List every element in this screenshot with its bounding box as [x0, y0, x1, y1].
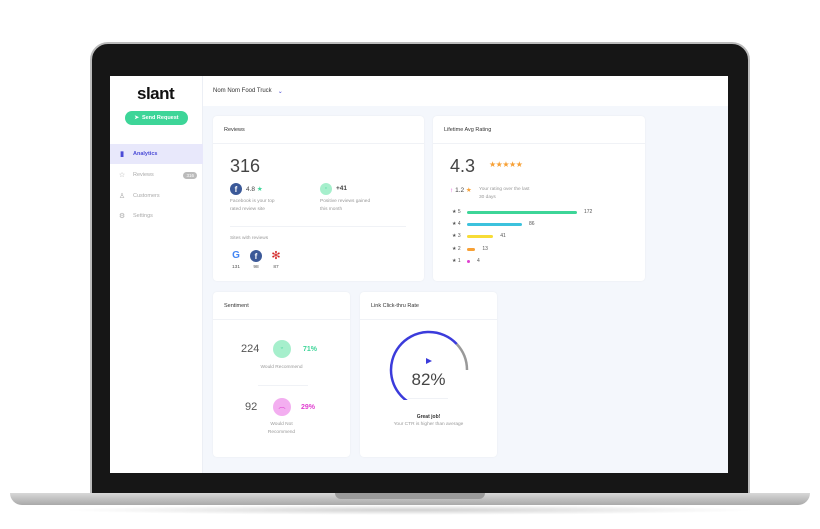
- facebook-icon: f: [230, 183, 242, 195]
- sites-label: Sites with reviews: [230, 236, 269, 241]
- ctr-headline: Great job!: [416, 414, 441, 420]
- chevron-down-icon[interactable]: ⌄: [277, 88, 283, 95]
- rating-bar-label: ★ 4: [452, 221, 461, 228]
- divider: [230, 226, 406, 227]
- laptop-shadow: [60, 505, 760, 515]
- header: Nom Nom Food Truck ⌄: [203, 76, 728, 106]
- facebook-count: 98: [253, 265, 259, 270]
- gauge-fill: [389, 330, 458, 400]
- negative-percent: 29%: [301, 404, 316, 411]
- reviews-card: Reviews 316 f 4.8 ★ Facebook is your top…: [213, 116, 424, 281]
- rating-bar-label: ★ 5: [452, 209, 461, 215]
- positive-percent: 71%: [303, 346, 318, 353]
- facebook-rating: 4.8 ★: [246, 186, 263, 193]
- star-rating-icon: ★★★★★: [489, 160, 523, 169]
- rating-bar-label: ★ 1: [452, 257, 461, 264]
- rating-bar: [467, 223, 522, 227]
- star-icon: ☆: [118, 172, 126, 179]
- rating-card: Lifetime Avg Rating 4.3 ★★★★★ ↑ 1.2 ★ Yo…: [433, 116, 645, 281]
- divider: [408, 398, 448, 399]
- positive-count: 224: [241, 343, 260, 355]
- business-selector[interactable]: Nom Nom Food Truck: [213, 88, 272, 94]
- rating-bar-count: 41: [500, 233, 506, 240]
- positive-gain: +41: [336, 185, 348, 192]
- gear-icon: ⚙: [118, 213, 126, 220]
- negative-count: 92: [245, 401, 258, 413]
- play-icon: [426, 358, 432, 364]
- yelp-icon[interactable]: ✻: [271, 250, 281, 262]
- reviews-total: 316: [230, 156, 261, 176]
- gauge-track: [455, 343, 469, 371]
- ctr-value: 82%: [411, 370, 446, 389]
- rating-bar: [467, 247, 476, 251]
- card-title: Sentiment: [213, 292, 350, 320]
- user-icon: ♙: [118, 193, 126, 200]
- arrow-up-icon: ↑: [450, 187, 454, 194]
- logo: slant: [137, 84, 175, 103]
- happy-face-icon: ᵕ: [273, 340, 291, 358]
- rating-change-caption: Your rating over the last 30 days: [479, 187, 530, 200]
- google-count: 131: [231, 265, 240, 270]
- rating-bar-count: 172: [584, 209, 593, 215]
- google-icon[interactable]: G: [232, 250, 240, 261]
- sidebar-item-settings[interactable]: ⚙ Settings: [118, 213, 153, 220]
- rating-bar-count: 13: [482, 245, 488, 252]
- sad-face-icon: ︵: [273, 398, 291, 416]
- card-title: Link Click-thru Rate: [360, 292, 497, 320]
- sidebar-item-analytics[interactable]: ▮ Analytics: [110, 144, 203, 164]
- sidebar: slant ➤ Send Request ▮ Analytics ☆ Reviews 3…: [110, 76, 203, 473]
- star-icon: ★: [465, 187, 472, 194]
- yelp-count: 87: [273, 265, 279, 270]
- send-icon: ➤: [134, 115, 139, 121]
- sidebar-item-customers[interactable]: ♙ Customers: [118, 193, 160, 200]
- bar-chart-icon: ▮: [120, 151, 124, 158]
- sidebar-item-reviews[interactable]: ☆ Reviews 316: [110, 165, 203, 185]
- card-title: Lifetime Avg Rating: [433, 116, 645, 144]
- rating-change: ↑ 1.2 ★: [450, 187, 472, 194]
- card-title: Reviews: [213, 116, 424, 144]
- negative-label: Would Not Recommend: [267, 422, 296, 435]
- send-request-button[interactable]: ➤ Send Request: [125, 111, 188, 125]
- happy-face-icon: ᵕ: [320, 183, 332, 195]
- average-rating: 4.3: [450, 156, 476, 176]
- ctr-gauge: [389, 330, 469, 400]
- rating-bar-label: ★ 3: [452, 233, 461, 240]
- star-icon: ★: [256, 186, 263, 193]
- divider: [258, 385, 308, 386]
- rating-bar: [467, 235, 494, 239]
- rating-bar: [467, 211, 577, 214]
- sentiment-card: Sentiment 224 ᵕ 71% Would Recommend 92 ︵…: [213, 292, 350, 457]
- ctr-caption: Your CTR is higher than average: [393, 422, 464, 427]
- rating-bar-count: 4: [477, 257, 480, 264]
- screen: slant ➤ Send Request ▮ Analytics ☆ Reviews 3…: [110, 76, 728, 473]
- positive-label: Would Recommend: [260, 365, 303, 370]
- reviews-count-badge: 316: [183, 171, 197, 179]
- laptop-notch: [335, 493, 485, 499]
- rating-bar-count: 86: [529, 221, 535, 228]
- rating-bar-label: ★ 2: [452, 245, 461, 252]
- ctr-card: Link Click-thru Rate 82% Great job! Your…: [360, 292, 497, 457]
- laptop-base: [10, 493, 810, 505]
- facebook-site-icon[interactable]: f: [250, 250, 262, 262]
- facebook-caption: Facebook is your top rated review site: [230, 199, 275, 212]
- rating-bar: [467, 259, 470, 263]
- gain-caption: Positive reviews gained this month: [320, 199, 371, 212]
